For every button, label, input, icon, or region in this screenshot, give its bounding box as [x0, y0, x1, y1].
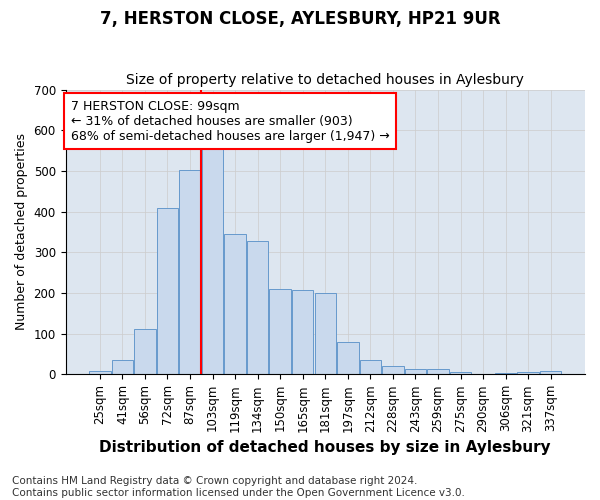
Y-axis label: Number of detached properties: Number of detached properties	[15, 134, 28, 330]
Bar	[202, 139, 223, 374]
Text: Contains HM Land Registry data © Crown copyright and database right 2024.
Contai: Contains HM Land Registry data © Crown c…	[12, 476, 465, 498]
Text: 7 HERSTON CLOSE: 99sqm
← 31% of detached houses are smaller (903)
68% of semi-de: 7 HERSTON CLOSE: 99sqm ← 31% of detached…	[71, 100, 389, 142]
Bar	[269, 289, 291, 374]
Bar	[427, 370, 449, 374]
Bar	[292, 290, 313, 374]
X-axis label: Distribution of detached houses by size in Aylesbury: Distribution of detached houses by size …	[100, 440, 551, 455]
Bar	[359, 360, 381, 374]
Text: 7, HERSTON CLOSE, AYLESBURY, HP21 9UR: 7, HERSTON CLOSE, AYLESBURY, HP21 9UR	[100, 10, 500, 28]
Bar	[224, 234, 246, 374]
Bar	[179, 170, 201, 374]
Bar	[495, 373, 517, 374]
Bar	[382, 366, 404, 374]
Bar	[112, 360, 133, 374]
Bar	[157, 208, 178, 374]
Title: Size of property relative to detached houses in Aylesbury: Size of property relative to detached ho…	[127, 73, 524, 87]
Bar	[450, 372, 471, 374]
Bar	[314, 293, 336, 374]
Bar	[89, 372, 110, 374]
Bar	[134, 329, 155, 374]
Bar	[247, 242, 268, 374]
Bar	[517, 372, 539, 374]
Bar	[337, 342, 359, 374]
Bar	[540, 372, 562, 374]
Bar	[405, 370, 426, 374]
